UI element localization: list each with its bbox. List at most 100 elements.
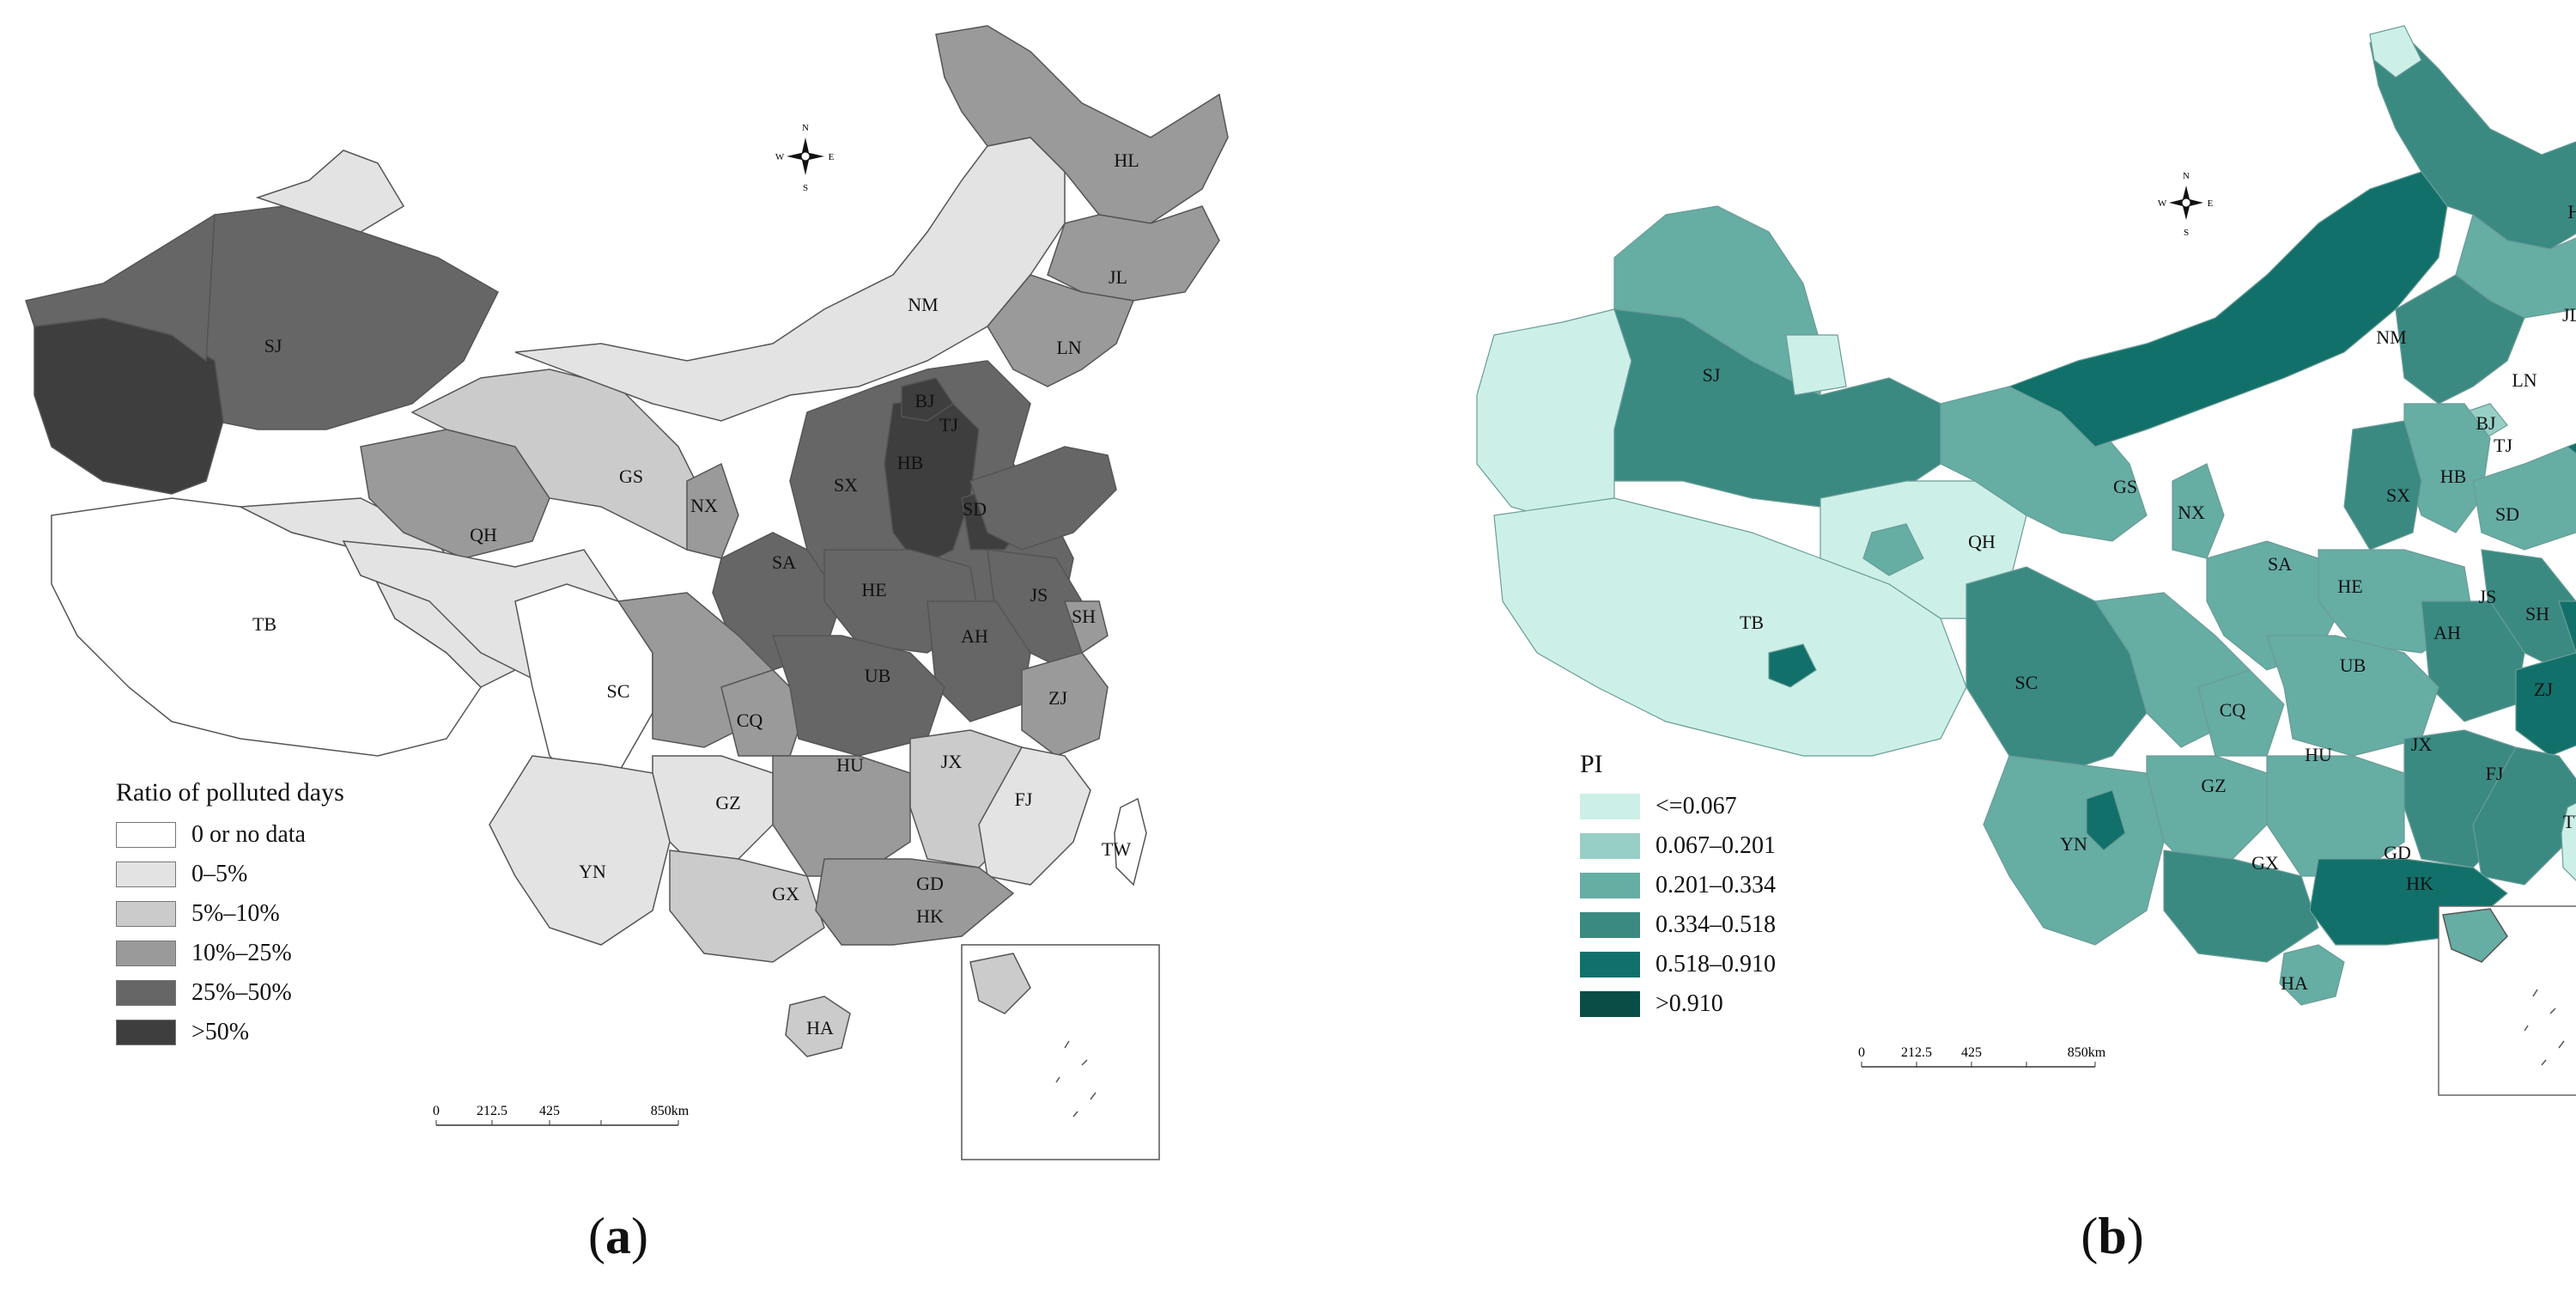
region-zj <box>1021 652 1109 757</box>
region-nm <box>2008 171 2448 448</box>
region-tb-dark <box>1768 643 1817 688</box>
scale-tick-1: 212.5 <box>1901 1045 1932 1060</box>
label-ub: UB <box>2340 655 2366 676</box>
map-panel-b: N S E W 0 212.5 425 850km SJ HL JL LN NM… <box>1288 0 2576 1291</box>
label-jl: JL <box>2562 304 2576 326</box>
label-nx: NX <box>2178 502 2205 523</box>
label-hl: HL <box>2567 201 2576 222</box>
label-hb: HB <box>897 452 924 473</box>
label-yn: YN <box>579 861 606 882</box>
legend-label: 25%–50% <box>191 979 292 1006</box>
region-sx <box>2343 420 2422 551</box>
label-fj: FJ <box>1015 789 1033 810</box>
label-sc: SC <box>2015 672 2038 693</box>
scale-tick-2: 425 <box>1961 1045 1982 1060</box>
label-ah: AH <box>961 625 988 647</box>
label-ln: LN <box>1056 337 1081 358</box>
label-he: HE <box>2337 575 2362 597</box>
region-sh <box>1063 600 1109 655</box>
inset-islands <box>969 953 1097 1117</box>
legend-title-b: PI <box>1580 750 1603 778</box>
legend-swatch <box>1580 991 1640 1017</box>
scale-tick-0: 0 <box>433 1104 440 1118</box>
label-ln: LN <box>2512 369 2537 391</box>
legend-label: <=0.067 <box>1656 793 1737 819</box>
label-sj: SJ <box>264 335 283 356</box>
label-sa: SA <box>772 551 796 573</box>
label-nm: NM <box>2376 326 2406 348</box>
legend-label: 10%–25% <box>191 940 292 966</box>
china-map-pi: N S E W 0 212.5 425 850km SJ HL JL LN NM… <box>1476 25 2576 1096</box>
label-gx: GX <box>2251 852 2279 874</box>
legend-item: 0.067–0.201 <box>1580 826 1776 866</box>
region-altai <box>255 149 405 233</box>
label-qh: QH <box>1968 531 1996 552</box>
region-tw <box>1114 797 1147 886</box>
inset-islands <box>2442 908 2565 1066</box>
region-hl-top <box>2369 25 2422 78</box>
label-jx: JX <box>2411 734 2433 755</box>
label-sc: SC <box>607 680 630 702</box>
legend-b: PI <=0.067 0.067–0.201 0.201–0.334 0.334… <box>1580 749 1776 1024</box>
region-yn <box>489 755 671 946</box>
legend-item: 10%–25% <box>116 934 344 973</box>
label-he: HE <box>861 579 886 600</box>
region-hb <box>884 394 980 568</box>
legend-label: 0.201–0.334 <box>1656 872 1776 898</box>
compass-n: N <box>802 123 809 133</box>
legend-item: >50% <box>116 1013 344 1052</box>
region-gx <box>669 850 825 963</box>
region-sc-west <box>514 583 653 791</box>
compass-e: E <box>2208 198 2214 209</box>
label-sh: SH <box>2525 603 2549 624</box>
legend-swatch <box>116 901 176 927</box>
label-nm: NM <box>908 294 938 315</box>
caption-b: (b) <box>2026 1207 2198 1266</box>
label-sx: SX <box>2386 484 2410 506</box>
legend-swatch <box>1580 912 1640 938</box>
region-sd <box>2472 446 2576 551</box>
label-tw: TW <box>1102 838 1131 860</box>
legend-label: 0 or no data <box>191 821 306 848</box>
region-ln <box>987 274 1135 387</box>
legend-title-a: Ratio of polluted days <box>116 778 344 807</box>
label-tw: TW <box>2563 811 2576 832</box>
region-ha <box>2279 944 2345 1006</box>
legend-swatch <box>116 980 176 1006</box>
region-sd-coast <box>2566 442 2576 454</box>
legend-a: Ratio of polluted days 0 or no data 0–5%… <box>116 777 344 1052</box>
compass-w: W <box>2158 198 2167 209</box>
region-labels-b: SJ HL JL LN NM BJ TJ HB SX SD GS NX QH S… <box>1703 201 2576 994</box>
label-sd: SD <box>963 498 987 520</box>
legend-item: 0.518–0.910 <box>1580 945 1776 984</box>
caption-close-b: ) <box>2126 1208 2144 1264</box>
legend-label: 0–5% <box>191 861 248 887</box>
scale-tick-3: 850km <box>2068 1045 2106 1060</box>
label-hk: HK <box>2406 873 2433 894</box>
label-ub: UB <box>865 665 891 686</box>
region-hl <box>2369 33 2576 250</box>
region-fj <box>978 746 1091 886</box>
scale-tick-0: 0 <box>1858 1045 1865 1060</box>
label-gx: GX <box>772 883 799 904</box>
legend-label: 0.067–0.201 <box>1656 832 1776 859</box>
region-gz <box>652 755 774 860</box>
legend-item: 0.201–0.334 <box>1580 866 1776 905</box>
compass-s: S <box>2184 228 2189 238</box>
label-nx: NX <box>690 495 718 516</box>
label-tj: TJ <box>2494 435 2512 456</box>
legend-swatch <box>1580 794 1640 819</box>
label-hu: HU <box>2305 744 2332 765</box>
scale-tick-1: 212.5 <box>477 1104 507 1118</box>
region-nx <box>686 462 739 559</box>
region-gx <box>2163 850 2319 963</box>
label-tj: TJ <box>939 414 958 435</box>
region-jl <box>1047 205 1220 301</box>
scale-bar: 0 212.5 425 850km <box>1858 1045 2106 1068</box>
region-gz <box>2146 755 2268 860</box>
region-qh-dark <box>1862 523 1924 576</box>
label-gd: GD <box>2384 842 2411 863</box>
region-sh <box>2558 600 2576 654</box>
legend-item: <=0.067 <box>1580 787 1776 826</box>
compass-n: N <box>2183 171 2190 181</box>
